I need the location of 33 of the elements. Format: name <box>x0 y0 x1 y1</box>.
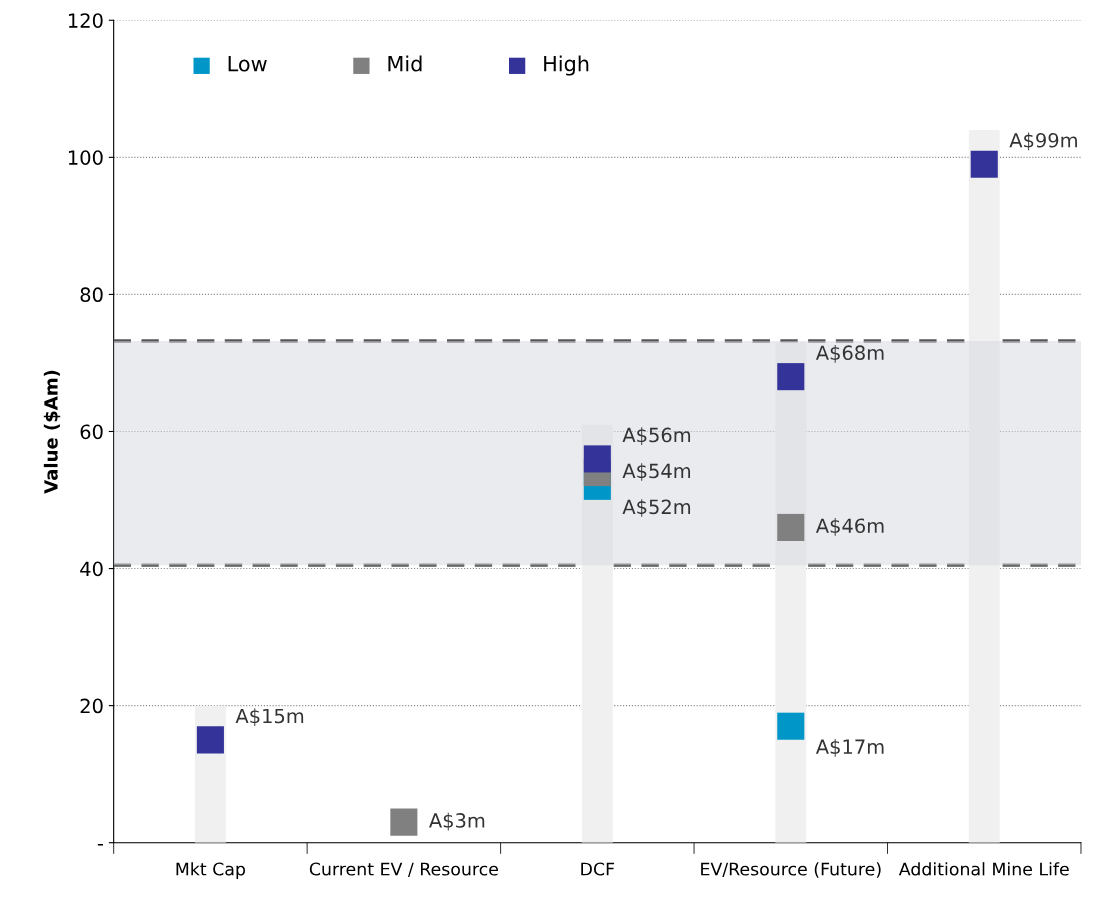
data-label: A$52m <box>622 499 691 517</box>
x-tick-label: Additional Mine Life <box>898 862 1069 876</box>
data-label: A$46m <box>815 518 884 536</box>
point <box>970 150 998 178</box>
bar <box>968 129 1000 843</box>
point <box>777 712 805 740</box>
y-tick-label: 100 <box>68 150 103 165</box>
x-tick-label: Current EV / Resource <box>309 862 498 877</box>
legend-label: Low <box>228 56 267 72</box>
point <box>583 445 611 473</box>
data-label: A$99m <box>1009 132 1077 151</box>
x-tick-label: DCF <box>581 862 615 876</box>
y-tick-label: 120 <box>68 13 103 28</box>
legend-label: Mid <box>388 55 422 72</box>
y-tick-label: 60 <box>80 424 103 440</box>
x-tick-label: Mkt Cap <box>176 862 246 879</box>
y-axis-title: Value ($Am) <box>43 370 61 494</box>
data-label: A$56m <box>622 427 691 445</box>
point <box>777 513 805 541</box>
data-label: A$3m <box>429 812 485 831</box>
y-tick-label: 80 <box>80 287 103 303</box>
legend-label: High <box>544 55 589 76</box>
point <box>777 363 805 391</box>
x-tick-label: EV/Resource (Future) <box>701 862 881 878</box>
point <box>390 808 418 836</box>
data-label: A$15m <box>235 708 304 726</box>
y-tick-label: 40 <box>80 561 103 577</box>
y-tick-label: - <box>97 844 103 846</box>
data-label: A$68m <box>815 345 884 363</box>
data-label: A$54m <box>622 463 691 481</box>
y-tick-label: 20 <box>80 698 103 714</box>
data-label: A$17m <box>815 739 884 757</box>
point <box>196 726 224 754</box>
